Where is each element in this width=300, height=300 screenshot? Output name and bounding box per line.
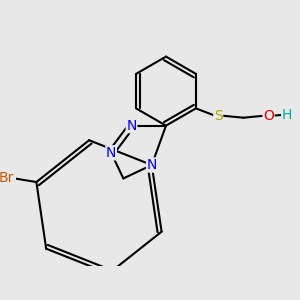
Text: N: N [126,118,137,133]
Text: S: S [214,109,223,123]
Text: H: H [282,108,292,122]
Text: N: N [106,146,116,160]
Text: Br: Br [0,171,14,185]
Text: N: N [147,158,157,172]
Text: O: O [263,109,274,123]
